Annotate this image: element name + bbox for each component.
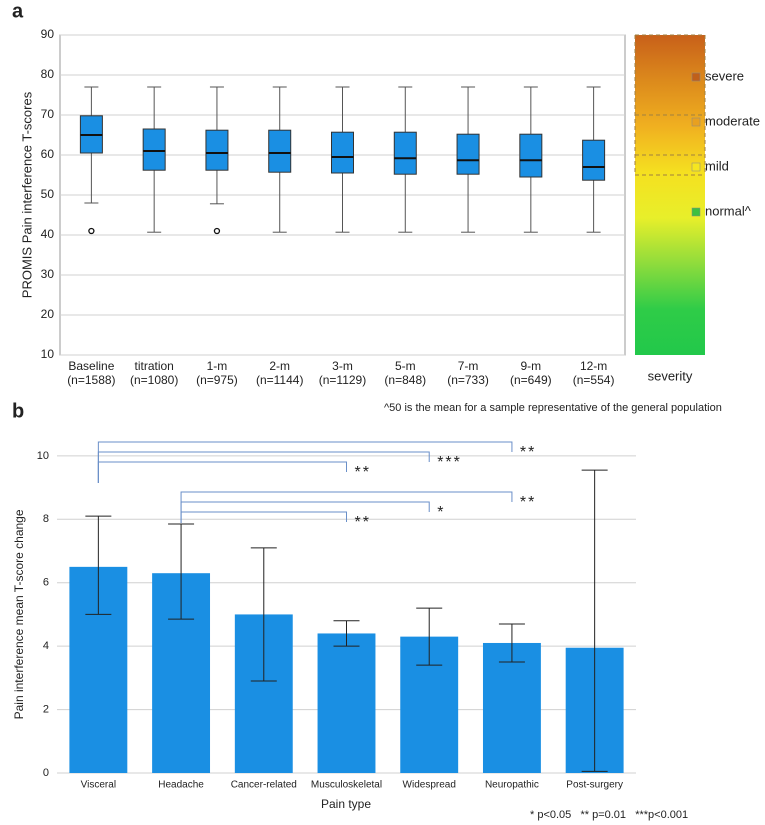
box xyxy=(142,128,166,171)
legend-swatch xyxy=(691,207,701,217)
x-tick-label: Post-surgery xyxy=(566,780,623,791)
y-axis-title: Pain interference mean T-score change xyxy=(12,509,26,719)
y-tick-label: 30 xyxy=(41,267,55,281)
x-tick-label: Widespread xyxy=(403,780,456,791)
significance-bracket xyxy=(97,441,513,483)
x-tick-label: 2-m xyxy=(269,359,290,373)
n-label: (n=649) xyxy=(510,373,552,387)
legend-swatch xyxy=(691,72,701,82)
outlier xyxy=(213,227,221,235)
x-tick-label: 9-m xyxy=(520,359,541,373)
y-axis-title: PROMIS Pain interference T-scores xyxy=(19,91,34,298)
significance-bracket xyxy=(180,511,347,523)
y-tick-label: 4 xyxy=(43,640,49,652)
x-tick-label: Baseline xyxy=(68,359,114,373)
footnote: ^50 is the mean for a sample representat… xyxy=(384,402,722,414)
y-tick-label: 70 xyxy=(41,107,55,121)
y-tick-label: 40 xyxy=(41,227,55,241)
box xyxy=(331,131,354,174)
legend-label: normal^ xyxy=(705,203,752,218)
x-tick-label: 12-m xyxy=(580,359,607,373)
y-tick-label: 6 xyxy=(43,577,49,589)
severity-gradient xyxy=(635,35,705,355)
legend-swatch xyxy=(691,162,701,172)
y-tick-label: 10 xyxy=(41,347,55,361)
y-tick-label: 60 xyxy=(41,147,55,161)
y-tick-label: 10 xyxy=(37,450,49,462)
legend-swatch xyxy=(691,117,701,127)
significance-bracket xyxy=(97,451,430,483)
legend-label: moderate xyxy=(705,113,760,128)
n-label: (n=975) xyxy=(196,373,238,387)
bar xyxy=(482,642,541,773)
box xyxy=(582,139,606,181)
panel-label: b xyxy=(12,400,24,422)
box xyxy=(519,133,543,178)
n-label: (n=1144) xyxy=(256,373,303,387)
n-label: (n=733) xyxy=(447,373,489,387)
n-label: (n=1080) xyxy=(130,373,178,387)
significance-label: * xyxy=(437,504,445,521)
outlier xyxy=(88,227,95,235)
x-tick-label: Visceral xyxy=(81,780,116,791)
severity-label: severity xyxy=(648,368,693,383)
bar xyxy=(317,633,376,773)
panel-label: a xyxy=(12,0,24,22)
legend-label: mild xyxy=(705,158,729,173)
x-tick-label: Neuropathic xyxy=(485,780,539,791)
n-label: (n=1129) xyxy=(319,373,366,387)
significance-label: ** xyxy=(355,464,371,481)
y-tick-label: 80 xyxy=(41,67,55,81)
x-tick-label: titration xyxy=(134,359,173,373)
x-tick-label: 7-m xyxy=(458,359,479,373)
n-label: (n=554) xyxy=(573,373,615,387)
x-axis-title: Pain type xyxy=(321,797,371,811)
n-label: (n=1588) xyxy=(67,373,115,387)
x-tick-label: 1-m xyxy=(207,359,228,373)
y-tick-label: 90 xyxy=(41,27,55,41)
box xyxy=(205,129,229,171)
x-tick-label: 5-m xyxy=(395,359,416,373)
box xyxy=(456,133,480,175)
x-tick-label: Cancer-related xyxy=(231,780,297,791)
box xyxy=(393,131,417,175)
y-tick-label: 2 xyxy=(43,703,49,715)
x-tick-label: Musculoskeletal xyxy=(311,780,382,791)
significance-bracket xyxy=(180,491,513,523)
y-tick-label: 50 xyxy=(41,187,55,201)
significance-label: ** xyxy=(520,444,536,461)
y-tick-label: 0 xyxy=(43,767,49,779)
x-tick-label: Headache xyxy=(158,780,204,791)
y-tick-label: 20 xyxy=(41,307,55,321)
footnote: * p<0.05 ** p=0.01 ***p<0.001 xyxy=(530,809,688,821)
significance-bracket xyxy=(97,461,347,483)
significance-label: ** xyxy=(520,494,536,511)
n-label: (n=848) xyxy=(384,373,426,387)
significance-label: ** xyxy=(355,514,371,531)
legend-label: severe xyxy=(705,68,744,83)
x-tick-label: 3-m xyxy=(332,359,353,373)
y-tick-label: 8 xyxy=(43,513,49,525)
box xyxy=(268,129,292,173)
significance-label: *** xyxy=(437,454,462,471)
